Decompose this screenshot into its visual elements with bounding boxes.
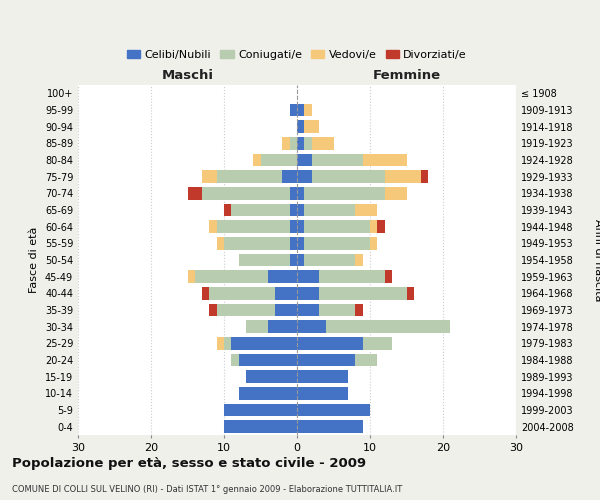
Text: COMUNE DI COLLI SUL VELINO (RI) - Dati ISTAT 1° gennaio 2009 - Elaborazione TUTT: COMUNE DI COLLI SUL VELINO (RI) - Dati I…: [12, 485, 402, 494]
Bar: [311, 137, 334, 149]
Bar: [355, 354, 377, 366]
Bar: [202, 287, 209, 300]
Bar: [209, 220, 217, 233]
Bar: [275, 304, 297, 316]
Bar: [385, 170, 421, 183]
Bar: [290, 104, 297, 117]
Bar: [297, 237, 304, 250]
Y-axis label: Fasce di età: Fasce di età: [29, 227, 39, 293]
Bar: [311, 154, 363, 166]
Bar: [355, 204, 377, 216]
Bar: [290, 137, 297, 149]
Bar: [239, 387, 297, 400]
Bar: [290, 237, 297, 250]
Bar: [246, 320, 268, 333]
Bar: [283, 170, 297, 183]
Bar: [297, 137, 304, 149]
Bar: [246, 370, 297, 383]
Bar: [297, 337, 362, 349]
Bar: [297, 204, 304, 216]
Bar: [232, 337, 297, 349]
Bar: [290, 254, 297, 266]
Bar: [377, 220, 385, 233]
Bar: [297, 420, 362, 433]
Bar: [297, 287, 319, 300]
Bar: [319, 304, 355, 316]
Bar: [187, 270, 195, 283]
Bar: [297, 354, 355, 366]
Bar: [297, 254, 304, 266]
Bar: [304, 254, 355, 266]
Text: Femmine: Femmine: [373, 68, 440, 82]
Bar: [239, 354, 297, 366]
Bar: [209, 304, 217, 316]
Bar: [195, 270, 268, 283]
Bar: [370, 220, 377, 233]
Bar: [283, 137, 290, 149]
Bar: [232, 354, 239, 366]
Bar: [202, 170, 217, 183]
Bar: [304, 204, 355, 216]
Bar: [188, 187, 202, 200]
Bar: [319, 270, 385, 283]
Bar: [290, 204, 297, 216]
Bar: [217, 337, 224, 349]
Bar: [217, 237, 224, 250]
Bar: [297, 220, 304, 233]
Bar: [209, 287, 275, 300]
Bar: [297, 270, 319, 283]
Bar: [304, 137, 311, 149]
Bar: [304, 237, 370, 250]
Bar: [297, 404, 370, 416]
Bar: [224, 204, 232, 216]
Bar: [319, 287, 407, 300]
Bar: [297, 387, 348, 400]
Bar: [224, 404, 297, 416]
Bar: [217, 170, 283, 183]
Bar: [217, 304, 275, 316]
Bar: [297, 170, 311, 183]
Bar: [297, 104, 304, 117]
Bar: [224, 237, 290, 250]
Bar: [275, 287, 297, 300]
Bar: [385, 270, 392, 283]
Bar: [268, 270, 297, 283]
Text: Popolazione per età, sesso e stato civile - 2009: Popolazione per età, sesso e stato civil…: [12, 458, 366, 470]
Bar: [355, 304, 362, 316]
Bar: [421, 170, 428, 183]
Bar: [253, 154, 260, 166]
Bar: [311, 170, 385, 183]
Bar: [362, 154, 407, 166]
Bar: [407, 287, 414, 300]
Y-axis label: Anni di nascita: Anni di nascita: [593, 219, 600, 301]
Bar: [385, 187, 407, 200]
Text: Maschi: Maschi: [161, 68, 214, 82]
Bar: [290, 220, 297, 233]
Bar: [297, 120, 304, 133]
Bar: [290, 187, 297, 200]
Bar: [297, 370, 348, 383]
Bar: [217, 220, 290, 233]
Bar: [297, 320, 326, 333]
Bar: [362, 337, 392, 349]
Bar: [202, 187, 290, 200]
Bar: [268, 320, 297, 333]
Legend: Celibi/Nubili, Coniugati/e, Vedovi/e, Divorziati/e: Celibi/Nubili, Coniugati/e, Vedovi/e, Di…: [122, 45, 472, 64]
Bar: [326, 320, 450, 333]
Bar: [224, 337, 232, 349]
Bar: [232, 204, 290, 216]
Bar: [297, 304, 319, 316]
Bar: [370, 237, 377, 250]
Bar: [304, 187, 385, 200]
Bar: [239, 254, 290, 266]
Bar: [297, 154, 311, 166]
Bar: [297, 187, 304, 200]
Bar: [260, 154, 297, 166]
Bar: [355, 254, 362, 266]
Bar: [224, 420, 297, 433]
Bar: [304, 120, 319, 133]
Bar: [304, 104, 311, 117]
Bar: [304, 220, 370, 233]
